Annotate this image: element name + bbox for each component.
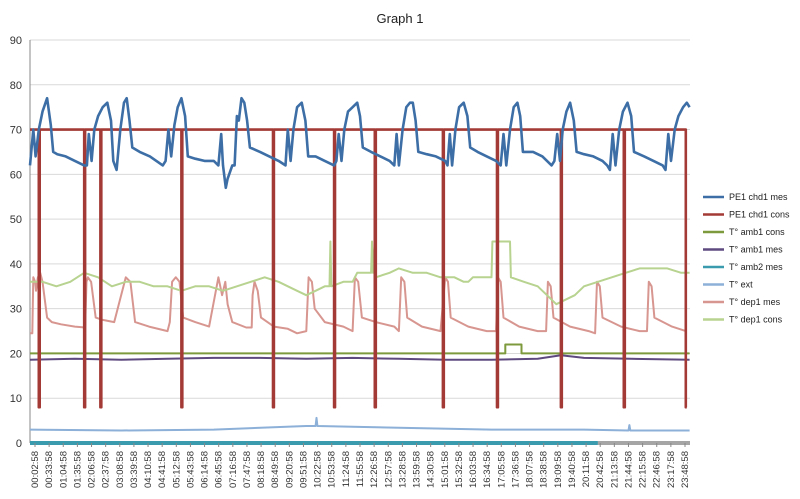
x-tick-label: 15:01:58 — [440, 451, 451, 488]
x-tick-label: 16:34:58 — [482, 451, 493, 488]
series-line-6 — [30, 271, 687, 335]
y-tick-label: 40 — [10, 259, 22, 271]
x-tick-label: 08:18:58 — [256, 451, 267, 488]
legend-label-4: T° amb2 mes — [729, 262, 783, 272]
x-tick-label: 17:05:58 — [496, 451, 507, 488]
x-tick-label: 02:06:58 — [87, 451, 98, 488]
y-tick-label: 20 — [10, 348, 22, 360]
y-tick-label: 10 — [10, 393, 22, 405]
legend-label-2: T° amb1 cons — [729, 227, 785, 237]
x-tick-label: 08:49:58 — [270, 451, 281, 488]
legend-label-3: T° amb1 mes — [729, 245, 783, 255]
x-tick-label: 03:39:58 — [129, 451, 140, 488]
x-tick-label: 21:44:58 — [623, 451, 634, 488]
x-tick-label: 01:04:58 — [58, 451, 69, 488]
x-tick-label: 00:02:58 — [30, 451, 41, 488]
legend: PE1 chd1 mes PE1 chd1 cons T° amb1 cons T° … — [703, 192, 790, 325]
x-tick-label: 00:33:58 — [44, 451, 55, 488]
x-tick-label: 10:22:58 — [313, 451, 324, 488]
x-tick-label: 10:53:58 — [327, 451, 338, 488]
grid-lines — [30, 39, 690, 444]
x-tick-label: 07:47:58 — [242, 451, 253, 488]
x-tick-label: 07:16:58 — [228, 451, 239, 488]
x-tick-label: 09:20:58 — [284, 451, 295, 488]
x-tick-label: 13:28:58 — [397, 451, 408, 488]
series-line-2 — [30, 343, 690, 355]
series-line-1 — [30, 128, 688, 409]
x-tick-label: 13:59:58 — [412, 451, 423, 488]
x-tick-label: 01:35:58 — [72, 451, 83, 488]
x-tick-label: 11:55:58 — [355, 451, 366, 487]
legend-label-5: T° ext — [729, 280, 753, 290]
y-tick-label: 0 — [16, 438, 22, 450]
x-tick-label: 02:37:58 — [101, 451, 112, 488]
x-tick-label: 14:30:58 — [426, 451, 437, 488]
x-tick-label: 20:11:58 — [581, 451, 592, 487]
x-tick-label: 22:15:58 — [638, 451, 649, 488]
x-tick-label: 05:12:58 — [171, 451, 182, 488]
legend-label-0: PE1 chd1 mes — [729, 192, 788, 202]
x-tick-label: 12:26:58 — [369, 451, 380, 488]
y-tick-label: 90 — [10, 35, 22, 47]
x-tick-label: 12:57:58 — [383, 451, 394, 488]
series-line-3 — [29, 354, 690, 361]
x-tick-label: 18:07:58 — [525, 451, 536, 488]
x-tick-label: 03:08:58 — [115, 451, 126, 488]
series-line-0 — [28, 96, 691, 190]
x-tick-label: 22:46:58 — [652, 451, 663, 488]
x-tick-label: 19:40:58 — [567, 451, 578, 488]
y-axis-ticks: 0 10 20 30 40 50 60 70 80 90 — [10, 35, 22, 450]
x-tick-label: 18:38:58 — [539, 451, 550, 488]
x-axis-ticks: 00:02:58 00:33:58 01:04:58 01:35:58 02:06:58… — [30, 443, 691, 488]
x-tick-label: 15:32:58 — [454, 451, 465, 488]
chart-title: Graph 1 — [377, 11, 424, 26]
x-tick-label: 04:41:58 — [157, 451, 168, 488]
x-tick-label: 17:36:58 — [510, 451, 521, 488]
x-tick-label: 16:03:58 — [468, 451, 479, 488]
x-tick-label: 09:51:58 — [298, 451, 309, 488]
x-tick-label: 04:10:58 — [143, 451, 154, 488]
legend-label-7: T° dep1 cons — [729, 315, 783, 325]
x-tick-label: 06:45:58 — [214, 451, 225, 488]
x-tick-label: 06:14:58 — [200, 451, 211, 488]
series-layer — [28, 96, 691, 445]
y-tick-label: 50 — [10, 214, 22, 226]
y-tick-label: 70 — [10, 125, 22, 137]
x-tick-label: 23:17:58 — [666, 451, 677, 488]
x-tick-label: 23:48:58 — [680, 451, 691, 488]
x-tick-label: 05:43:58 — [185, 451, 196, 488]
x-tick-label: 11:24:58 — [341, 451, 352, 487]
x-tick-label: 19:09:58 — [553, 451, 564, 488]
legend-label-1: PE1 chd1 cons — [729, 210, 790, 220]
y-tick-label: 80 — [10, 80, 22, 92]
x-tick-label: 20:42:58 — [595, 451, 606, 488]
x-tick-label: 21:13:58 — [609, 451, 620, 488]
y-tick-label: 60 — [10, 169, 22, 181]
series-line-5 — [29, 416, 690, 432]
axes — [29, 40, 690, 444]
legend-label-6: T° dep1 mes — [729, 297, 781, 307]
y-tick-label: 30 — [10, 304, 22, 316]
